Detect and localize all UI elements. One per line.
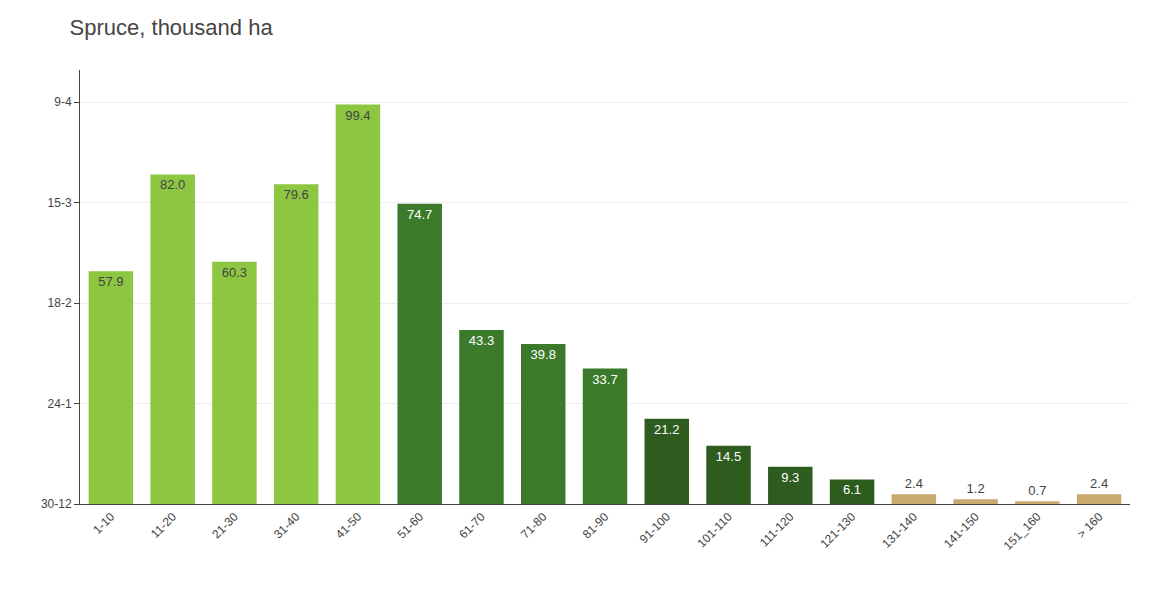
svg-text:81-90: 81-90 [580,510,612,542]
svg-text:41-50: 41-50 [333,510,365,542]
svg-text:51-60: 51-60 [394,510,426,542]
svg-text:21.2: 21.2 [654,422,679,437]
svg-text:79.6: 79.6 [284,187,309,202]
svg-text:30-12: 30-12 [41,497,72,511]
svg-text:18-2: 18-2 [48,296,72,310]
svg-text:43.3: 43.3 [469,333,494,348]
svg-text:151_160: 151_160 [1001,510,1044,553]
svg-text:39.8: 39.8 [531,347,556,362]
svg-text:31-40: 31-40 [271,510,303,542]
svg-text:111-120: 111-120 [757,510,797,550]
svg-text:9-4: 9-4 [54,95,72,109]
svg-text:131-140: 131-140 [879,510,920,551]
svg-text:15-3: 15-3 [48,196,72,210]
svg-text:141-150: 141-150 [941,510,982,551]
svg-text:9.3: 9.3 [781,470,799,485]
svg-text:99.4: 99.4 [345,108,370,123]
svg-text:61-70: 61-70 [456,510,488,542]
svg-text:24-1: 24-1 [48,397,72,411]
svg-text:6.1: 6.1 [843,482,861,497]
svg-text:1-10: 1-10 [90,510,117,537]
svg-text:1.2: 1.2 [967,481,985,496]
svg-text:82.0: 82.0 [160,177,185,192]
svg-text:101-110: 101-110 [694,510,735,551]
svg-text:14.5: 14.5 [716,449,741,464]
svg-text:> 160: > 160 [1074,510,1106,542]
svg-text:21-30: 21-30 [209,510,241,542]
svg-text:91-100: 91-100 [637,510,674,547]
svg-text:71-80: 71-80 [518,510,550,542]
svg-text:0.7: 0.7 [1028,483,1046,498]
svg-text:57.9: 57.9 [98,274,123,289]
svg-text:33.7: 33.7 [592,372,617,387]
svg-text:11-20: 11-20 [148,510,179,541]
svg-text:60.3: 60.3 [222,265,247,280]
svg-text:2.4: 2.4 [905,476,923,491]
svg-text:121-130: 121-130 [817,510,858,551]
svg-text:Spruce, thousand ha: Spruce, thousand ha [70,15,274,40]
svg-text:74.7: 74.7 [407,207,432,222]
svg-text:2.4: 2.4 [1090,476,1108,491]
